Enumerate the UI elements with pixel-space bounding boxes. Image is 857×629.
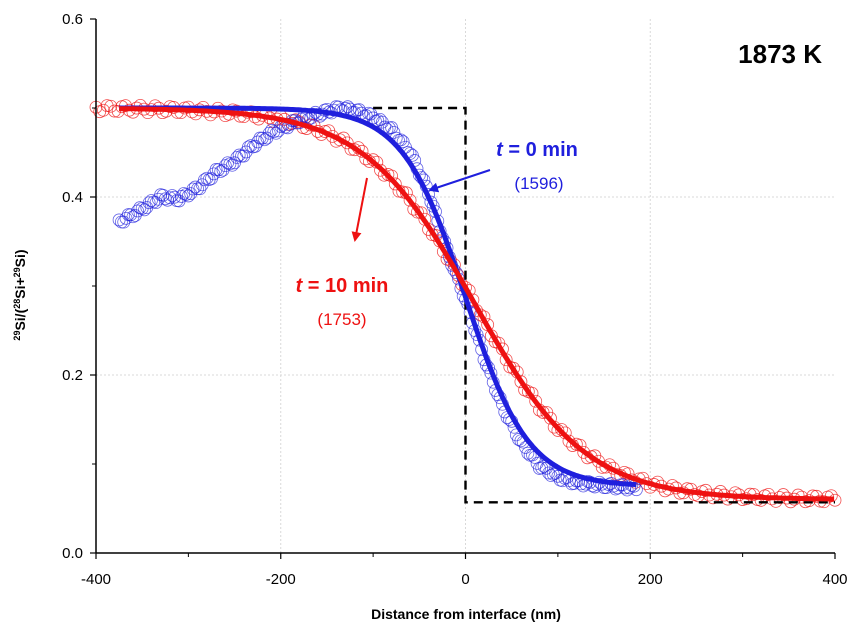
marker-t0 xyxy=(567,477,581,490)
annotation-arrows xyxy=(351,169,491,242)
marker-t10 xyxy=(562,434,576,448)
arrow-t0 xyxy=(428,169,491,193)
series-label-t0: t = 0 min (1596) xyxy=(496,139,578,193)
marker-t0 xyxy=(179,188,193,201)
marker-t0 xyxy=(306,107,320,121)
y-tick-label: 0.6 xyxy=(62,11,83,28)
marker-t0 xyxy=(223,157,237,171)
marker-t0 xyxy=(265,123,278,137)
marker-t0 xyxy=(262,126,276,140)
x-axis-title: Distance from interface (nm) xyxy=(371,606,561,622)
x-tick-label: -400 xyxy=(81,571,111,588)
marker-t10 xyxy=(507,361,520,375)
marker-t0 xyxy=(244,139,258,153)
marker-t10 xyxy=(544,411,557,425)
marker-t0 xyxy=(255,131,269,145)
x-tick-label: -200 xyxy=(266,571,296,588)
marker-t0 xyxy=(124,208,138,222)
marker-t10 xyxy=(96,103,110,117)
marker-t0 xyxy=(228,156,241,170)
series-label-t10-sub: (1753) xyxy=(317,310,366,329)
marker-t0 xyxy=(232,148,246,162)
marker-t0 xyxy=(267,125,281,139)
axes xyxy=(90,18,836,559)
marker-t0 xyxy=(396,135,410,149)
marker-t0 xyxy=(551,469,565,483)
marker-t0 xyxy=(394,133,408,147)
series-label-t10: t = 10 min (1753) xyxy=(296,275,389,329)
marker-t10 xyxy=(104,99,118,113)
series-label-t10-title: t = 10 min xyxy=(296,275,389,297)
marker-t10 xyxy=(529,394,543,408)
series-label-t0-title: t = 0 min xyxy=(496,139,578,161)
marker-t0 xyxy=(138,203,151,217)
marker-t10 xyxy=(403,193,417,207)
y-axis-title-text: Si/( xyxy=(12,308,28,330)
marker-t10 xyxy=(411,205,424,219)
marker-t0 xyxy=(373,112,387,126)
data-layer xyxy=(89,99,842,509)
series-label-t0-sub: (1596) xyxy=(514,174,563,193)
marker-t0 xyxy=(364,107,378,121)
fit-curve-t10 xyxy=(118,106,835,502)
initial-step-profile xyxy=(373,106,835,504)
marker-t0 xyxy=(211,163,225,177)
marker-t0 xyxy=(387,126,401,139)
marker-t0 xyxy=(200,171,214,185)
y-axis-title-superscript: 29 xyxy=(12,267,22,277)
marker-t0 xyxy=(251,135,265,149)
marker-t10 xyxy=(728,486,742,500)
marker-t0 xyxy=(142,196,156,210)
marker-t10 xyxy=(791,488,805,502)
marker-t10 xyxy=(824,489,838,503)
marker-t10 xyxy=(699,483,713,497)
y-axis-title-superscript: 29 xyxy=(12,331,22,341)
marker-t0 xyxy=(225,158,239,172)
marker-t0 xyxy=(186,182,200,196)
series-label-t0-rest: = 0 min xyxy=(503,139,578,161)
marker-t0 xyxy=(385,121,399,134)
marker-t0 xyxy=(535,461,549,475)
fit-curve-t0 xyxy=(118,105,637,488)
series-label-t0-italic: t xyxy=(496,139,504,161)
y-tick-label: 0.0 xyxy=(62,545,83,562)
marker-t0 xyxy=(119,211,133,225)
marker-t10 xyxy=(806,489,820,503)
marker-t0 xyxy=(230,151,244,164)
temperature-label: 1873 K xyxy=(738,39,822,69)
marker-t0 xyxy=(542,466,556,480)
marker-t0 xyxy=(161,193,174,207)
y-axis-title: 29Si/(28Si+29Si) xyxy=(12,249,28,340)
x-tick-label: 0 xyxy=(461,571,469,588)
marker-t10 xyxy=(388,177,402,191)
marker-t10 xyxy=(514,375,528,389)
series-label-t10-italic: t xyxy=(296,275,304,297)
y-tick-label: 0.4 xyxy=(62,189,83,206)
series-label-t10-rest: = 10 min xyxy=(302,275,388,297)
y-axis-title-text: Si) xyxy=(12,249,28,267)
x-tick-label: 400 xyxy=(822,571,847,588)
y-tick-label: 0.2 xyxy=(62,367,83,384)
y-axis-title-superscript: 28 xyxy=(12,299,22,309)
marker-t0 xyxy=(198,173,211,187)
arrow-t10 xyxy=(351,177,368,242)
tick-labels: -400 -200 0 200 400 0.0 0.2 0.4 0.6 xyxy=(62,11,847,588)
marker-t0 xyxy=(193,182,207,196)
y-axis-title-text: Si+ xyxy=(12,277,28,298)
marker-t0 xyxy=(258,133,271,147)
marker-t10 xyxy=(374,163,387,177)
marker-t0 xyxy=(181,189,195,203)
marker-t0 xyxy=(269,126,283,140)
marker-t0 xyxy=(237,149,251,163)
x-tick-label: 200 xyxy=(638,571,663,588)
